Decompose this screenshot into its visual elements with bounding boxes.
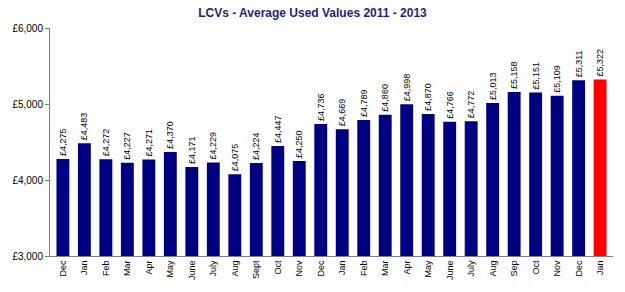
svg-text:Feb: Feb bbox=[359, 261, 369, 277]
svg-text:Dec: Dec bbox=[574, 260, 584, 277]
svg-text:LCVs - Average Used Values 201: LCVs - Average Used Values 2011 - 2013 bbox=[198, 6, 427, 20]
svg-text:£5,158: £5,158 bbox=[509, 61, 519, 89]
svg-text:Jan: Jan bbox=[595, 261, 605, 276]
svg-text:£4,789: £4,789 bbox=[359, 90, 369, 118]
svg-text:Sept: Sept bbox=[251, 260, 261, 279]
svg-text:Jan: Jan bbox=[79, 261, 89, 276]
svg-text:£4,736: £4,736 bbox=[316, 94, 326, 122]
svg-text:£4,271: £4,271 bbox=[144, 129, 154, 157]
svg-text:May: May bbox=[423, 260, 433, 278]
svg-text:£4,229: £4,229 bbox=[208, 132, 218, 160]
svg-text:July: July bbox=[208, 260, 218, 277]
svg-text:Sep: Sep bbox=[509, 261, 519, 277]
svg-text:Mar: Mar bbox=[380, 261, 390, 277]
svg-text:Dec: Dec bbox=[316, 260, 326, 277]
svg-text:£4,227: £4,227 bbox=[122, 132, 132, 160]
svg-text:Aug: Aug bbox=[488, 261, 498, 277]
svg-text:Mar: Mar bbox=[122, 261, 132, 277]
svg-text:Nov: Nov bbox=[294, 260, 304, 277]
svg-text:£5,013: £5,013 bbox=[488, 72, 498, 100]
svg-text:£5,000: £5,000 bbox=[12, 99, 43, 110]
svg-text:£4,870: £4,870 bbox=[423, 83, 433, 111]
svg-text:£5,311: £5,311 bbox=[574, 51, 584, 78]
svg-text:Nov: Nov bbox=[552, 260, 562, 277]
svg-text:June: June bbox=[445, 261, 455, 281]
svg-text:July: July bbox=[466, 260, 476, 277]
svg-text:May: May bbox=[165, 260, 175, 278]
svg-text:£4,224: £4,224 bbox=[251, 132, 261, 160]
svg-text:£4,370: £4,370 bbox=[165, 121, 175, 149]
svg-text:Feb: Feb bbox=[101, 261, 111, 277]
svg-text:£4,171: £4,171 bbox=[187, 136, 197, 164]
svg-text:Dec: Dec bbox=[58, 260, 68, 277]
svg-text:£4,669: £4,669 bbox=[337, 99, 347, 127]
svg-text:Oct: Oct bbox=[531, 260, 541, 275]
svg-text:Apr: Apr bbox=[402, 261, 412, 275]
svg-text:Apr: Apr bbox=[144, 261, 154, 275]
svg-text:£4,075: £4,075 bbox=[230, 144, 240, 172]
svg-text:Oct: Oct bbox=[273, 260, 283, 275]
svg-text:£5,109: £5,109 bbox=[552, 65, 562, 93]
svg-text:£4,860: £4,860 bbox=[380, 84, 390, 112]
svg-text:£4,772: £4,772 bbox=[466, 91, 476, 119]
svg-text:£3,000: £3,000 bbox=[12, 251, 43, 262]
svg-text:£5,322: £5,322 bbox=[595, 49, 605, 77]
svg-text:£6,000: £6,000 bbox=[12, 23, 43, 34]
svg-text:£4,483: £4,483 bbox=[79, 113, 89, 141]
svg-text:£4,275: £4,275 bbox=[58, 129, 68, 157]
svg-text:£4,447: £4,447 bbox=[273, 115, 283, 143]
svg-text:£4,000: £4,000 bbox=[12, 175, 43, 186]
svg-text:£4,272: £4,272 bbox=[101, 129, 111, 157]
svg-text:June: June bbox=[187, 261, 197, 281]
svg-text:£5,151: £5,151 bbox=[531, 62, 541, 90]
svg-text:Jan: Jan bbox=[337, 261, 347, 276]
svg-text:£4,250: £4,250 bbox=[294, 130, 304, 158]
svg-text:Aug: Aug bbox=[230, 261, 240, 277]
svg-text:£4,766: £4,766 bbox=[445, 91, 455, 119]
svg-text:£4,998: £4,998 bbox=[402, 74, 412, 102]
